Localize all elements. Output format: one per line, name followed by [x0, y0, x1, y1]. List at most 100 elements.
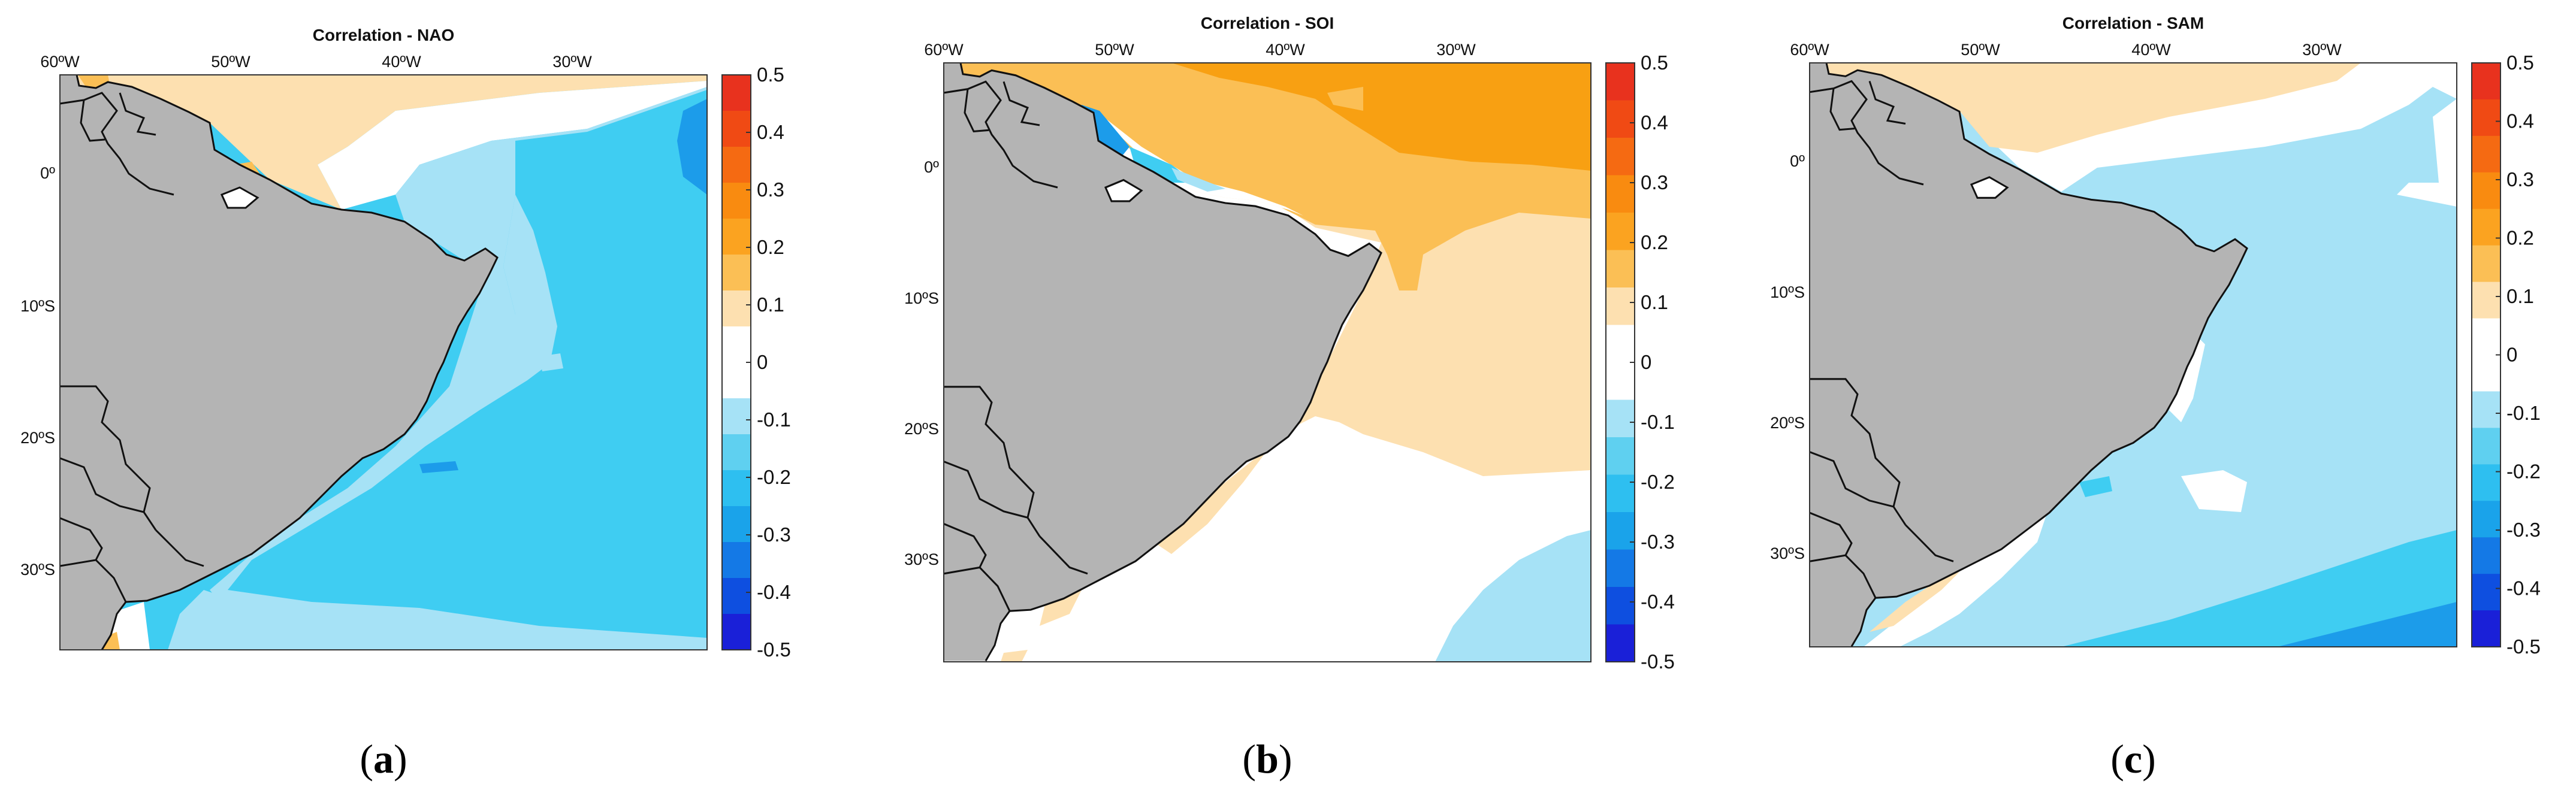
colorbar-segment: [722, 470, 751, 507]
colorbar-segment: [722, 362, 751, 399]
colorbar-segment: [2472, 208, 2500, 246]
neutral-zone: [1010, 419, 1591, 662]
colorbar-segment: [722, 111, 751, 147]
colorbar-tick-label: 0.1: [757, 293, 784, 316]
colorbar-segment: [2472, 99, 2500, 137]
colorbar-tick-label: 0.3: [2506, 168, 2534, 190]
negative-correlation-zone: [228, 90, 707, 638]
positive-correlation-zone: [60, 75, 707, 210]
colorbar-segment: [2472, 574, 2500, 611]
colorbar-segment: [722, 147, 751, 183]
negative-correlation-zone: [2079, 476, 2112, 497]
colorbar-segment: [2472, 610, 2500, 647]
colorbar-segment: [2472, 63, 2500, 100]
colorbar-segment: [1606, 175, 1635, 213]
colorbar-segment: [1606, 587, 1635, 625]
strong-negative-zone: [2277, 602, 2457, 647]
colorbar-segment: [1606, 63, 1635, 101]
colorbar-tick-label: 0: [757, 351, 768, 373]
map-sam: [1808, 62, 2457, 647]
colorbar-tick-label: 0.5: [1641, 52, 1668, 74]
weak-positive-zone: [1870, 572, 1959, 632]
lon-label: 60ºW: [924, 41, 964, 59]
weak-positive-zone: [1001, 650, 1028, 662]
lon-axis-labels: 60ºW 50ºW 40ºW 30ºW: [1790, 41, 2342, 59]
colorbar-segment: [1606, 325, 1635, 363]
panel-title: Correlation - SOI: [1201, 14, 1334, 32]
colorbar-tick-label: 0.1: [2506, 285, 2534, 307]
colorbar-segment: [722, 578, 751, 615]
lon-label: 40ºW: [2131, 41, 2171, 59]
colorbar-segment: [722, 614, 751, 650]
colorbar-segment: [1606, 474, 1635, 513]
colorbar-tick-label: -0.4: [2506, 577, 2541, 600]
colorbar-tick-label: 0.3: [757, 178, 784, 201]
colorbar-segment: [2472, 172, 2500, 210]
colorbar-tick-label: -0.2: [2506, 461, 2541, 483]
lat-axis-labels: 0º 10ºS 20ºS 30ºS: [1770, 152, 1805, 562]
lat-label: 0º: [924, 158, 939, 176]
colorbar-segment: [1606, 100, 1635, 138]
colorbar-tick-label: -0.5: [1641, 650, 1675, 673]
weak-negative-zone: [1435, 530, 1591, 662]
lon-label: 40ºW: [1266, 41, 1305, 59]
lon-label: 30ºW: [552, 53, 592, 71]
colorbar-tick-label: 0: [1641, 351, 1651, 373]
colorbar-tick-label: -0.1: [2506, 402, 2541, 424]
colorbar-segment: [2472, 245, 2500, 283]
colorbar-segment: [722, 434, 751, 471]
colorbar-tick-label: 0.5: [757, 63, 784, 86]
colorbar-segment: [2472, 135, 2500, 173]
colorbar-segment: [1606, 362, 1635, 400]
lat-label: 30ºS: [20, 561, 55, 579]
colorbar-tick-label: -0.1: [1641, 411, 1675, 433]
colorbar-tick-label: 0.1: [1641, 291, 1668, 313]
colorbar-tick-label: 0.4: [757, 121, 784, 143]
lat-label: 30ºS: [1770, 544, 1805, 562]
colorbar-segment: [1606, 287, 1635, 325]
colorbar-segment: [722, 542, 751, 579]
colorbar-tick-label: -0.3: [1641, 531, 1675, 553]
colorbar-tick-label: -0.4: [1641, 591, 1675, 613]
caption-a: (a): [360, 736, 407, 782]
colorbar-segment: [2472, 537, 2500, 574]
caption-letter: c: [2124, 736, 2142, 782]
colorbar-segment: [1606, 512, 1635, 550]
colorbar-segment: [2472, 428, 2500, 465]
colorbar-segment: [1606, 437, 1635, 475]
caption-c: (c): [2110, 736, 2156, 782]
lat-axis-labels: 0º 10ºS 20ºS 30ºS: [20, 164, 55, 579]
lon-label: 60ºW: [40, 53, 80, 71]
map-frame: [59, 74, 708, 650]
weak-negative-zone: [539, 353, 563, 371]
lon-label: 50ºW: [1961, 41, 2000, 59]
colorbar-tick-label: -0.3: [757, 523, 791, 546]
colorbar-segment: [722, 506, 751, 543]
neutral-zone: [318, 81, 707, 210]
lat-label: 0º: [40, 164, 55, 182]
caption-letter: a: [373, 736, 394, 782]
colorbar-tick-label: 0.3: [1641, 171, 1668, 193]
colorbar-tick-label: -0.5: [2506, 635, 2541, 658]
colorbar-tick-label: 0.5: [2506, 52, 2534, 74]
lat-label: 20ºS: [1770, 414, 1805, 432]
weak-positive-zone: [1153, 446, 1270, 554]
lon-axis-labels: 60ºW 50ºW 40ºW 30ºW: [40, 53, 592, 71]
panel-title: Correlation - SAM: [2062, 14, 2204, 32]
panel-sam: Correlation - SAM 60ºW: [1770, 14, 2541, 658]
negative-correlation-zone: [2061, 530, 2457, 647]
panel-soi: Correlation - SOI: [904, 14, 1675, 673]
strong-negative-zone: [677, 99, 707, 195]
colorbar-segment: [722, 183, 751, 219]
strong-negative-zone: [419, 461, 458, 473]
lat-label: 0º: [1790, 152, 1805, 170]
lon-label: 30ºW: [2302, 41, 2342, 59]
colorbar-segment: [1606, 624, 1635, 662]
colorbar-segment: [722, 326, 751, 363]
lon-label: 40ºW: [382, 53, 421, 71]
neutral-zone: [2409, 63, 2457, 99]
colorbar: 0.5 0.4 0.3 0.2 0.1 0 -0.1 -0.2 -0.3 -0.4 -0.5: [721, 63, 791, 661]
panel-captions: (a) (b) (c): [360, 736, 2155, 782]
weak-positive-zone: [1040, 590, 1082, 626]
lon-label: 30ºW: [1436, 41, 1476, 59]
